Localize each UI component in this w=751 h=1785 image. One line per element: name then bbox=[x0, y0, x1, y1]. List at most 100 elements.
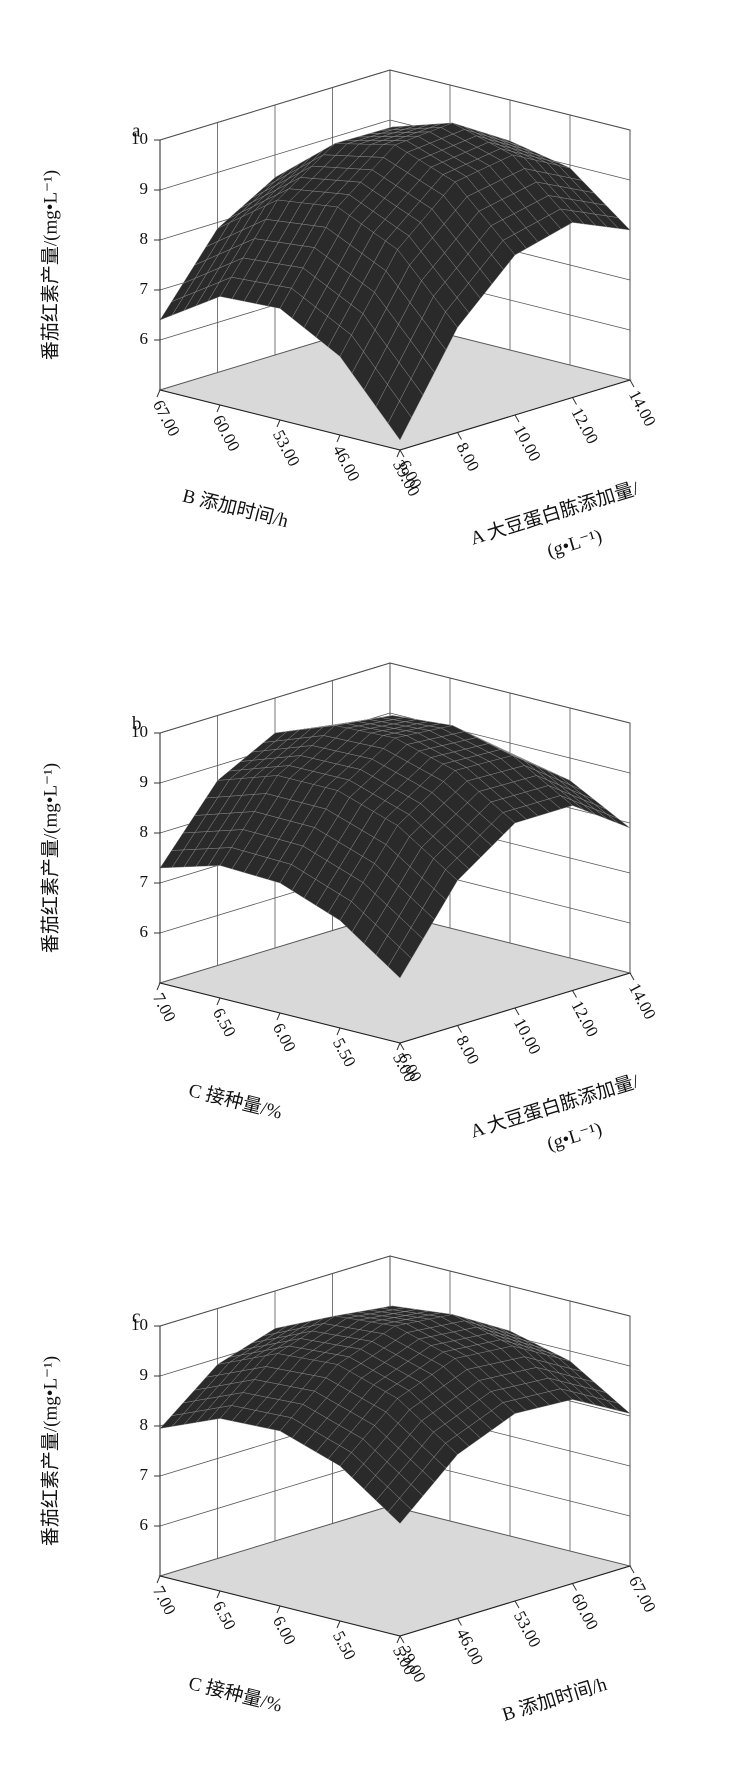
surface-patch bbox=[279, 1364, 398, 1467]
panel-label: b bbox=[132, 713, 142, 734]
tick-mark bbox=[216, 404, 221, 413]
surface-patch bbox=[397, 770, 516, 881]
surface-patch bbox=[337, 737, 456, 826]
surface-patch bbox=[279, 206, 398, 357]
tick-mark bbox=[399, 449, 405, 458]
z-tick-label: 6 bbox=[140, 329, 149, 348]
surface-patch bbox=[512, 755, 631, 829]
tick-mark bbox=[336, 1027, 341, 1036]
tick-mark bbox=[399, 1042, 405, 1051]
z-tick-label: 9 bbox=[140, 772, 149, 791]
surface-patch bbox=[339, 1398, 458, 1524]
tick-mark bbox=[572, 990, 577, 998]
z-axis-label: 番茄红素产量/(mg•L⁻¹) bbox=[39, 763, 61, 953]
tick-mark bbox=[514, 1600, 520, 1609]
axis-line bbox=[159, 1565, 631, 1637]
axis-line bbox=[159, 379, 631, 451]
x-axis-unit: (g•L⁻¹) bbox=[545, 1119, 605, 1155]
tick-mark bbox=[156, 982, 161, 991]
surface-patch bbox=[334, 122, 453, 146]
x-tick-label: 67.00 bbox=[625, 1573, 660, 1616]
surface-patch bbox=[394, 1314, 514, 1359]
tick-mark bbox=[629, 972, 635, 981]
surface-patch bbox=[334, 715, 453, 739]
surface-patch bbox=[219, 1353, 338, 1432]
tick-mark bbox=[399, 1635, 405, 1644]
z-tick-label: 7 bbox=[140, 279, 149, 298]
y-tick-label: 6.00 bbox=[269, 1613, 300, 1648]
tick-mark bbox=[156, 1575, 161, 1584]
y-tick-label: 7.00 bbox=[149, 1583, 180, 1618]
surface-patch bbox=[217, 143, 336, 229]
y-tick-label: 6.50 bbox=[209, 1005, 240, 1040]
x-tick-label: 12.00 bbox=[568, 997, 603, 1040]
x-tick-label: 8.00 bbox=[453, 439, 484, 474]
x-tick-label: 53.00 bbox=[510, 1608, 545, 1651]
z-tick-label: 6 bbox=[140, 1515, 149, 1534]
z-tick-label: 9 bbox=[140, 179, 149, 198]
z-tick-label: 7 bbox=[140, 872, 149, 891]
z-tick-label: 8 bbox=[140, 1415, 149, 1434]
surface-patch bbox=[219, 199, 338, 309]
surface-patch bbox=[337, 1325, 456, 1399]
z-tick-label: 10 bbox=[131, 1315, 148, 1334]
tick-mark bbox=[396, 1042, 401, 1051]
x-tick-label: 14.00 bbox=[625, 980, 660, 1023]
surface-patch bbox=[452, 122, 571, 169]
z-tick-label: 10 bbox=[131, 722, 148, 741]
tick-mark bbox=[457, 1025, 462, 1033]
surface-patch bbox=[394, 725, 514, 771]
surface-patch bbox=[454, 755, 573, 824]
surface-patch bbox=[216, 725, 336, 781]
surface-patch bbox=[277, 725, 396, 791]
y-tick-label: 46.00 bbox=[329, 442, 364, 485]
tick-mark bbox=[514, 414, 520, 423]
y-axis-label: C 接种量/% bbox=[186, 1079, 284, 1123]
tick-mark bbox=[396, 1635, 401, 1644]
tick-mark bbox=[629, 1565, 635, 1574]
y-axis-label: B 添加时间/h bbox=[180, 485, 291, 533]
x-tick-label: 10.00 bbox=[510, 422, 545, 465]
x-tick-label: 60.00 bbox=[568, 1590, 603, 1633]
tick-mark bbox=[216, 1590, 221, 1599]
surface-patch bbox=[217, 1315, 336, 1365]
y-tick-label: 5.50 bbox=[329, 1035, 360, 1070]
tick-mark bbox=[216, 997, 221, 1006]
z-tick-label: 8 bbox=[140, 229, 149, 248]
surface-patch bbox=[512, 1345, 631, 1414]
z-tick-label: 9 bbox=[140, 1365, 149, 1384]
surface-patch bbox=[159, 775, 278, 869]
z-tick-label: 6 bbox=[140, 922, 149, 941]
surface-patch bbox=[337, 144, 456, 250]
surface-patch bbox=[219, 775, 338, 884]
tick-mark bbox=[514, 1007, 520, 1016]
y-axis-label: C 接种量/% bbox=[186, 1672, 284, 1716]
surface-patch bbox=[339, 249, 458, 441]
surface-patch bbox=[394, 122, 513, 183]
surface-patch bbox=[276, 1315, 396, 1365]
x-tick-label: 10.00 bbox=[510, 1015, 545, 1058]
x-tick-label: 46.00 bbox=[453, 1625, 488, 1668]
y-tick-label: 6.50 bbox=[209, 1598, 240, 1633]
surface-patch bbox=[159, 199, 279, 321]
surface-patch bbox=[277, 143, 396, 208]
z-axis-label: 番茄红素产量/(mg•L⁻¹) bbox=[39, 170, 61, 360]
surface-patch bbox=[159, 1353, 279, 1429]
surface-patch bbox=[452, 725, 571, 781]
tick-mark bbox=[336, 1620, 341, 1629]
surface-patch bbox=[454, 154, 573, 256]
tick-mark bbox=[396, 449, 401, 458]
z-tick-label: 8 bbox=[140, 822, 149, 841]
tick-mark bbox=[276, 1012, 281, 1021]
x-tick-label: 8.00 bbox=[453, 1032, 484, 1067]
surface-patch bbox=[452, 1314, 571, 1362]
x-axis-label: B 添加时间/h bbox=[500, 1673, 610, 1726]
tick-mark bbox=[276, 1605, 281, 1614]
surface-patch bbox=[397, 181, 516, 328]
tick-mark bbox=[276, 419, 281, 428]
surface-patch bbox=[511, 154, 631, 231]
surface-patch bbox=[279, 790, 398, 921]
x-tick-label: 14.00 bbox=[625, 387, 660, 430]
